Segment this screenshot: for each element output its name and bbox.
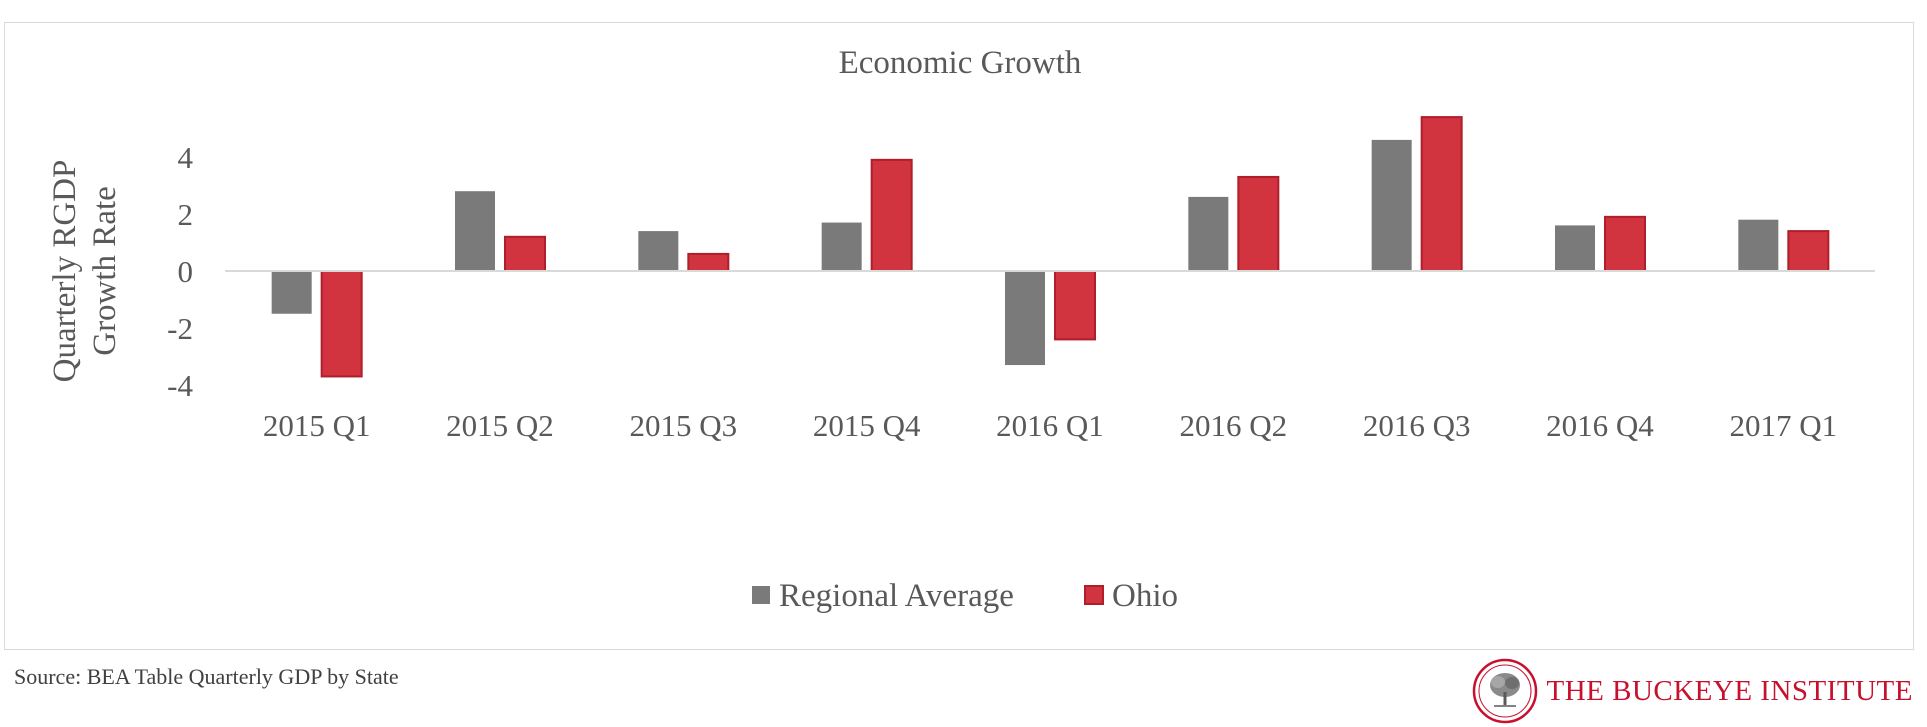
- x-tick-label: 2015 Q4: [813, 408, 921, 443]
- y-axis-title: Quarterly RGDP Growth Rate: [47, 160, 123, 383]
- y-axis-title-line2: Growth Rate: [87, 186, 123, 356]
- bar-ohio: [1787, 230, 1830, 273]
- y-axis-ticks: -4 -2 0 2 4: [167, 140, 193, 403]
- brand-logo: THE BUCKEYE INSTITUTE: [1472, 656, 1913, 726]
- bar-regional-average: [1555, 225, 1595, 271]
- bar-ohio: [870, 158, 913, 273]
- x-tick-label: 2015 Q1: [263, 408, 371, 443]
- y-tick-label: 4: [178, 140, 194, 175]
- bar-ohio: [504, 235, 546, 273]
- bar-regional-average: [1371, 139, 1412, 271]
- source-note: Source: BEA Table Quarterly GDP by State: [14, 664, 399, 689]
- bar-ohio: [320, 270, 363, 378]
- legend-swatch-regional-average: [752, 586, 770, 604]
- legend-label-regional-average: Regional Average: [779, 578, 1014, 614]
- chart-frame: Economic Growth Quarterly RGDP Growth Ra…: [4, 22, 1914, 650]
- buckeye-tree-icon: [1473, 658, 1538, 724]
- x-tick-label: 2016 Q1: [996, 408, 1104, 443]
- y-tick-label: 0: [178, 254, 194, 289]
- bar-ohio: [687, 252, 730, 272]
- x-tick-label: 2015 Q3: [630, 408, 738, 443]
- legend-label-ohio: Ohio: [1112, 578, 1178, 614]
- bar-ohio: [1237, 175, 1280, 272]
- bars: [271, 116, 1830, 378]
- y-tick-label: 2: [178, 197, 194, 232]
- bar-regional-average: [638, 231, 679, 271]
- y-tick-label: -4: [167, 368, 193, 403]
- x-tick-label: 2015 Q2: [446, 408, 554, 443]
- bar-regional-average: [271, 271, 312, 314]
- x-tick-label: 2016 Q2: [1180, 408, 1288, 443]
- bar-regional-average: [455, 191, 495, 271]
- bar-ohio: [1420, 116, 1463, 272]
- legend-swatch-ohio: [1084, 585, 1104, 605]
- x-tick-label: 2017 Q1: [1730, 408, 1838, 443]
- bar-regional-average: [1005, 271, 1045, 366]
- chart-svg: Economic Growth Quarterly RGDP Growth Ra…: [47, 45, 1875, 614]
- legend: Regional Average Ohio: [752, 578, 1178, 614]
- brand-name: THE BUCKEYE INSTITUTE: [1546, 674, 1913, 707]
- bar-ohio: [1604, 215, 1646, 273]
- bar-regional-average: [821, 222, 862, 271]
- chart-title: Economic Growth: [839, 45, 1082, 81]
- x-tick-label: 2016 Q3: [1363, 408, 1471, 443]
- y-tick-label: -2: [167, 311, 193, 346]
- bar-ohio: [1054, 270, 1096, 341]
- y-axis-title-line1: Quarterly RGDP: [47, 160, 83, 383]
- bar-regional-average: [1738, 219, 1779, 271]
- bar-regional-average: [1188, 196, 1229, 271]
- x-axis-labels: 2015 Q1 2015 Q2 2015 Q3 2015 Q4 2016 Q1 2016 …: [263, 408, 1837, 443]
- x-tick-label: 2016 Q4: [1546, 408, 1654, 443]
